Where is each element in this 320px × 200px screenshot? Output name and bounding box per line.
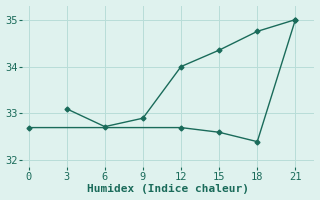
X-axis label: Humidex (Indice chaleur): Humidex (Indice chaleur) [87,184,249,194]
